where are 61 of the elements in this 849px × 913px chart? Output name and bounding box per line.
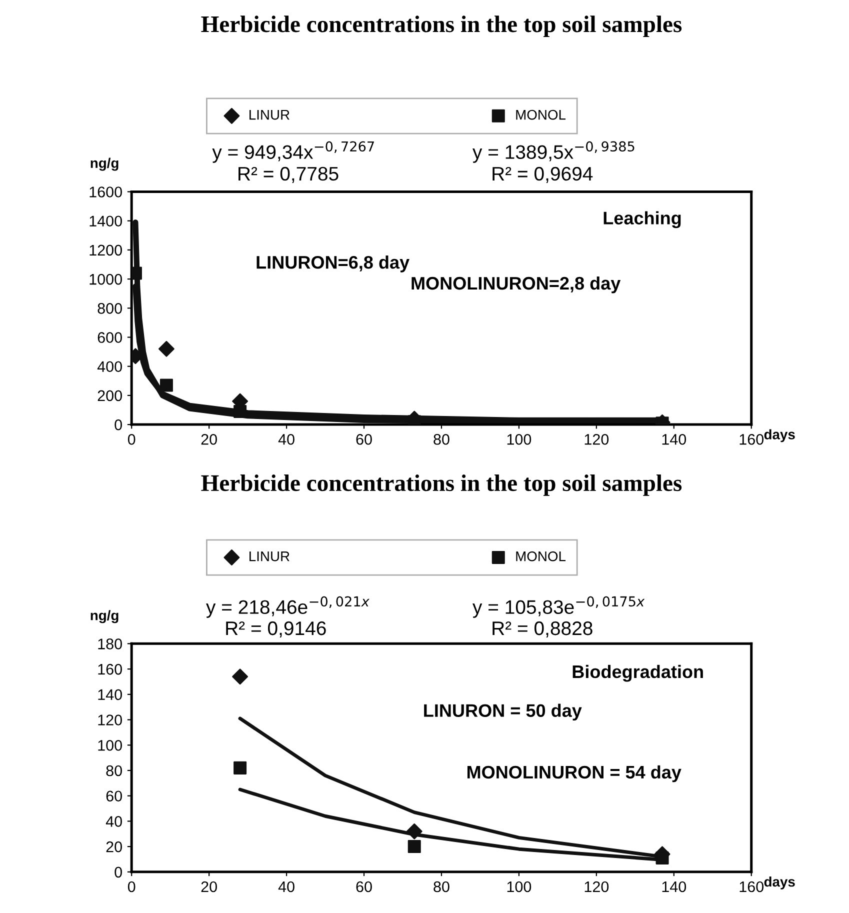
y-tick-label: 0 bbox=[114, 419, 122, 430]
text: R² = 0,8828 bbox=[492, 621, 592, 638]
annotation: MONOLINURON = 54 day bbox=[467, 765, 682, 782]
x-tick-label: 20 bbox=[201, 434, 217, 445]
x-tick-label: 20 bbox=[201, 881, 217, 892]
x-tick-label: 120 bbox=[584, 881, 609, 892]
x-tick-label: 140 bbox=[662, 434, 686, 445]
y-tick-label: 1000 bbox=[90, 274, 122, 285]
annotation: MONOLINURON=2,8 day bbox=[412, 276, 621, 294]
y-tick-label: 20 bbox=[106, 841, 122, 852]
legend-label: LINUR bbox=[250, 110, 290, 120]
y-tick-label: 200 bbox=[98, 390, 122, 402]
x-tick-label: 40 bbox=[278, 881, 294, 892]
y-tick-label: 1200 bbox=[90, 244, 122, 256]
legend-label: MONOL bbox=[516, 551, 566, 562]
x-tick-label: 0 bbox=[128, 434, 136, 445]
annotation: LINURON = 50 day bbox=[424, 704, 582, 721]
y-tick-label: 120 bbox=[98, 714, 122, 726]
x-tick-label: 160 bbox=[740, 881, 764, 892]
text: R² = 0,9694 bbox=[492, 166, 593, 183]
chart-title: Herbicide concentrations in the top soil samples bbox=[201, 16, 682, 38]
y-tick-label: 800 bbox=[98, 303, 122, 314]
x-tick-label: 60 bbox=[356, 881, 372, 892]
annotation: LINURON=6,8 day bbox=[256, 255, 410, 272]
x-axis-title: days bbox=[764, 429, 795, 442]
x-tick-label: 140 bbox=[662, 881, 686, 892]
y-tick-label: 60 bbox=[106, 790, 122, 802]
annotation: Biodegradation bbox=[572, 664, 703, 682]
y-tick-label: 40 bbox=[106, 816, 122, 827]
y-tick-label: 0 bbox=[114, 866, 122, 878]
y-axis-title: ng/g bbox=[90, 158, 118, 171]
x-axis-title: days bbox=[764, 876, 795, 890]
y-tick-label: 100 bbox=[98, 740, 122, 751]
x-tick-label: 100 bbox=[507, 881, 532, 892]
legend-label: LINUR bbox=[250, 552, 290, 562]
y-axis-title: ng/g bbox=[90, 610, 118, 624]
y-tick-label: 180 bbox=[98, 638, 122, 650]
y-tick-label: 1600 bbox=[90, 186, 122, 198]
text: y = 105,83e$^{−0,0175x}$ bbox=[472, 596, 645, 618]
x-tick-label: 100 bbox=[507, 434, 532, 445]
y-tick-label: 140 bbox=[98, 689, 122, 700]
text: R² = 0,7785 bbox=[238, 166, 338, 183]
chart-title: Herbicide concentrations in the top soil samples bbox=[201, 474, 682, 496]
x-tick-label: 80 bbox=[434, 881, 450, 892]
text: R² = 0,9146 bbox=[226, 621, 326, 638]
annotation: Leaching bbox=[604, 211, 681, 228]
x-tick-label: 160 bbox=[740, 434, 764, 445]
x-tick-label: 40 bbox=[278, 434, 294, 445]
y-tick-label: 80 bbox=[106, 765, 122, 776]
x-tick-label: 80 bbox=[434, 434, 450, 445]
text: y = 1389,5x$^{−0,9385}$ bbox=[472, 141, 634, 163]
text: y = 949,34x$^{−0,7267}$ bbox=[212, 141, 374, 163]
y-tick-label: 160 bbox=[98, 664, 122, 675]
x-tick-label: 120 bbox=[584, 434, 609, 445]
legend-label: MONOL bbox=[516, 110, 566, 120]
y-tick-label: 400 bbox=[97, 361, 122, 372]
text: y = 218,46e$^{−0,021x}$ bbox=[206, 596, 370, 618]
x-tick-label: 0 bbox=[128, 881, 136, 892]
y-tick-label: 1400 bbox=[90, 216, 122, 227]
y-tick-label: 600 bbox=[98, 332, 122, 343]
x-tick-label: 60 bbox=[356, 434, 372, 445]
